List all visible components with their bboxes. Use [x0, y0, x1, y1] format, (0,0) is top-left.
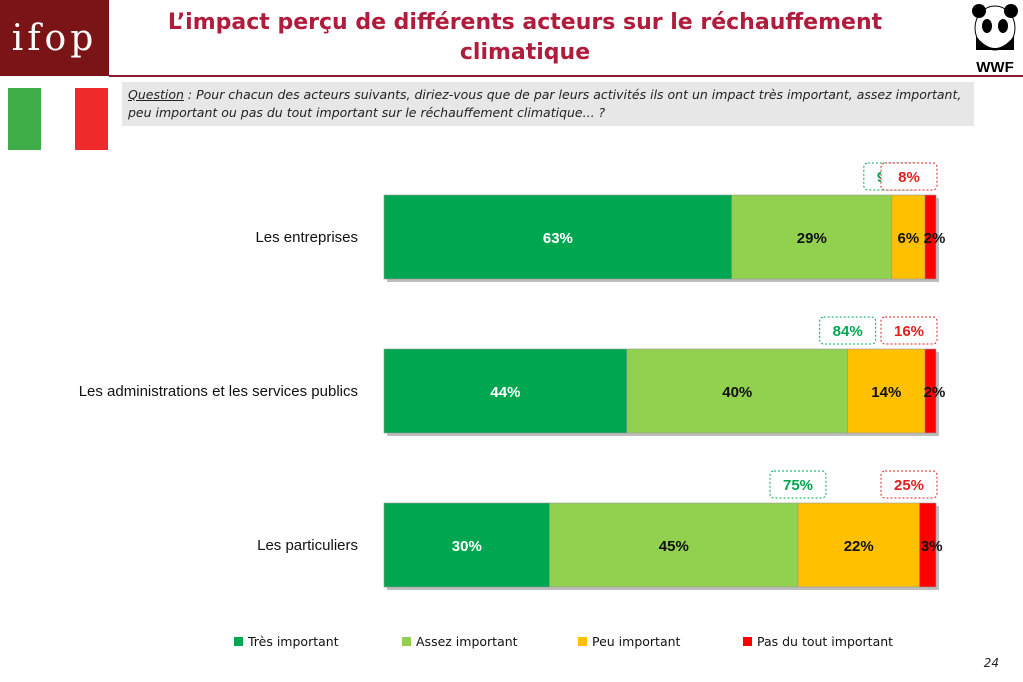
chart-legend: Très important Assez important Peu importa… — [234, 634, 934, 652]
bar-segment — [383, 194, 733, 280]
italy-flag — [8, 88, 108, 150]
question-label: Question — [128, 87, 184, 102]
flag-stripe-red — [74, 88, 108, 150]
wwf-logo-text: WWF — [976, 59, 1013, 76]
flag-stripe-green — [8, 88, 42, 150]
bar-segment — [924, 348, 937, 434]
legend-item: Peu important — [578, 634, 680, 649]
header-divider — [109, 75, 1023, 77]
bar-segment — [626, 348, 848, 434]
total-important-label: 84% — [833, 323, 863, 340]
data-label: 6% — [898, 230, 920, 247]
total-not-important-label: 25% — [894, 477, 924, 494]
bar-segment — [919, 502, 937, 588]
total-not-important-box — [880, 316, 938, 345]
legend-swatch — [234, 637, 243, 646]
page-number: 24 — [983, 656, 999, 670]
legend-label: Pas du tout important — [757, 634, 894, 649]
category-label: Les administrations et les services publ… — [79, 383, 358, 400]
legend-item: Assez important — [402, 634, 518, 649]
bar-segment — [383, 348, 628, 434]
total-important-label: 75% — [783, 477, 813, 494]
total-important-box — [769, 470, 827, 499]
page-title-line2: climatique — [459, 40, 591, 65]
ifop-logo: ifop — [0, 0, 109, 76]
data-label: 22% — [844, 538, 874, 555]
page-title: L’impact perçu de différents acteurs sur… — [150, 8, 900, 68]
legend-swatch — [402, 637, 411, 646]
legend-swatch — [578, 637, 587, 646]
data-label: 14% — [871, 384, 901, 401]
flag-stripe-white — [41, 88, 75, 150]
total-not-important-box — [880, 162, 938, 191]
question-text: : Pour chacun des acteurs suivants, diri… — [128, 87, 962, 120]
bar-segment — [797, 502, 920, 588]
legend-label: Très important — [248, 634, 339, 649]
legend-label: Assez important — [416, 634, 518, 649]
data-label: 3% — [921, 538, 943, 555]
total-important-box — [819, 316, 877, 345]
data-label: 29% — [797, 230, 827, 247]
legend-item: Très important — [234, 634, 339, 649]
total-not-important-label: 16% — [894, 323, 924, 340]
data-label: 45% — [659, 538, 689, 555]
bar-segment — [549, 502, 799, 588]
data-label: 44% — [490, 384, 520, 401]
page-title-line1: L’impact perçu de différents acteurs sur… — [167, 10, 883, 35]
ifop-logo-text: ifop — [11, 17, 98, 59]
data-label: 2% — [924, 230, 946, 247]
data-label: 30% — [452, 538, 482, 555]
legend-item: Pas du tout important — [743, 634, 893, 649]
bar-segment — [924, 194, 937, 280]
wwf-panda-logo: WWF — [972, 4, 1018, 76]
data-label: 63% — [543, 230, 573, 247]
bar-segment — [383, 502, 550, 588]
data-label: 40% — [722, 384, 752, 401]
question-box: Question : Pour chacun des acteurs suiva… — [122, 82, 974, 126]
legend-swatch — [743, 637, 752, 646]
bar-segment — [847, 348, 926, 434]
total-not-important-label: 8% — [898, 169, 920, 186]
data-label: 2% — [924, 384, 946, 401]
legend-label: Peu important — [592, 634, 681, 649]
category-label: Les particuliers — [257, 537, 358, 554]
total-not-important-box — [880, 470, 938, 499]
category-label: Les entreprises — [255, 229, 358, 246]
